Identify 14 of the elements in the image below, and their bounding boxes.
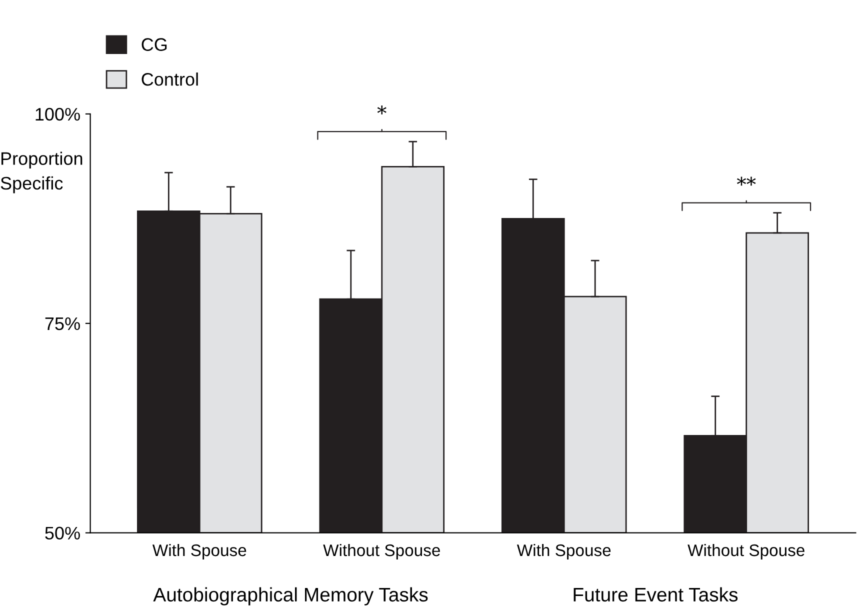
x-tick-label: Without Spouse <box>688 544 804 560</box>
legend-label: Control <box>142 72 198 86</box>
x-tick-label: With Spouse <box>152 544 246 560</box>
annotation: ** <box>736 176 756 186</box>
text: Autobiographical Memory Tasks <box>153 587 428 606</box>
y-tick-label: 50% <box>45 526 80 540</box>
y-axis-title: Proportion Specific <box>0 152 82 194</box>
y-tick-label: 100% <box>36 108 80 121</box>
legend-label: CG <box>142 38 167 51</box>
x-tick-label: With Spouse <box>516 544 611 560</box>
annotation: * <box>377 106 386 114</box>
text: Future Event Tasks <box>574 587 738 602</box>
y-tick-label: 75% <box>45 317 80 330</box>
x-tick-label: Without Spouse <box>323 544 440 560</box>
